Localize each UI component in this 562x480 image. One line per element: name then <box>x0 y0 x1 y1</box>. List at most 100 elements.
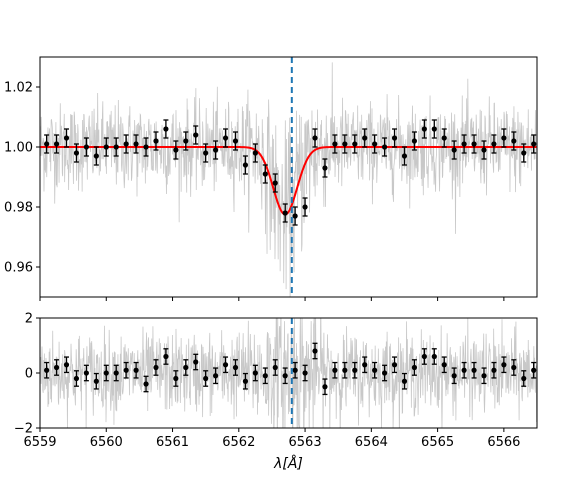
binned-marker <box>332 367 338 373</box>
data-point <box>103 364 109 382</box>
binned-marker <box>451 147 457 153</box>
data-point <box>322 158 328 178</box>
binned-marker <box>123 367 129 373</box>
binned-marker <box>252 150 258 156</box>
binned-marker <box>83 370 89 376</box>
binned-marker <box>193 132 199 138</box>
data-point <box>222 356 229 374</box>
data-point <box>73 143 80 163</box>
binned-marker <box>381 144 388 150</box>
data-point <box>451 140 457 160</box>
data-point <box>401 146 408 166</box>
binned-marker <box>441 135 447 141</box>
binned-marker <box>133 367 139 373</box>
binned-marker <box>113 370 119 376</box>
data-point <box>312 342 318 360</box>
binned-marker <box>163 353 169 360</box>
binned-marker <box>232 364 239 371</box>
data-point <box>481 367 487 385</box>
binned-marker <box>133 141 139 147</box>
data-point <box>332 134 338 154</box>
binned-marker <box>103 144 109 150</box>
binned-marker <box>73 375 80 382</box>
data-point <box>352 361 358 379</box>
data-point <box>73 370 80 387</box>
binned-marker <box>73 150 80 156</box>
data-point <box>431 348 437 365</box>
data-point <box>411 131 418 151</box>
data-point <box>193 125 199 145</box>
binned-marker <box>63 362 70 368</box>
binned-marker <box>461 141 467 147</box>
data-point <box>521 370 527 387</box>
data-point <box>362 356 368 374</box>
binned-marker <box>342 141 348 147</box>
binned-marker <box>312 135 318 141</box>
binned-marker <box>312 348 318 354</box>
noisy-spectrum-line <box>40 62 537 297</box>
data-point <box>471 361 477 379</box>
binned-marker <box>44 141 50 147</box>
binned-marker <box>372 141 378 147</box>
data-point <box>282 367 288 385</box>
binned-marker <box>431 353 437 360</box>
data-point <box>93 372 99 390</box>
binned-marker <box>391 135 398 141</box>
binned-marker <box>332 141 338 147</box>
data-point <box>63 128 70 148</box>
plot-area <box>40 318 537 428</box>
binned-marker <box>302 370 308 376</box>
binned-marker <box>203 150 209 156</box>
binned-marker <box>411 138 418 144</box>
data-point <box>173 140 179 160</box>
x-tick-label: 6560 <box>90 435 123 450</box>
binned-marker <box>143 381 149 387</box>
data-point <box>501 356 507 374</box>
data-point <box>461 361 467 379</box>
binned-marker <box>531 367 537 373</box>
data-point <box>133 134 139 154</box>
y-tick-label: 1.00 <box>4 141 33 156</box>
y-tick-label: 1.02 <box>4 81 33 96</box>
x-tick-label: 6564 <box>355 435 388 450</box>
bottom-panel: −2 0 2 6559 6560 6561 6562 6563 6564 6565 6566 λ[Å] <box>14 312 538 472</box>
data-point <box>163 119 169 139</box>
binned-marker <box>262 373 268 379</box>
binned-marker <box>441 362 447 368</box>
binned-marker <box>521 150 527 156</box>
data-point <box>262 164 268 184</box>
binned-marker <box>481 373 487 379</box>
binned-marker <box>213 373 219 379</box>
data-point <box>232 359 239 376</box>
binned-marker <box>421 126 427 132</box>
y-tick-label: 0.96 <box>4 261 33 276</box>
data-point <box>113 364 119 382</box>
data-point <box>272 173 278 193</box>
binned-marker <box>153 138 159 144</box>
data-point <box>232 131 239 151</box>
data-point <box>521 143 527 163</box>
data-point <box>252 143 258 163</box>
data-point <box>193 353 199 371</box>
binned-marker <box>173 147 179 153</box>
data-point <box>391 128 398 148</box>
binned-marker <box>292 213 298 219</box>
data-point <box>153 359 159 376</box>
binned-marker <box>511 138 517 144</box>
data-point <box>183 359 189 376</box>
data-point <box>411 359 418 376</box>
data-point <box>272 359 278 376</box>
binned-marker <box>44 367 50 373</box>
y-tick-label: 0.98 <box>4 201 33 216</box>
data-point <box>352 134 358 154</box>
binned-marker <box>342 367 348 373</box>
data-point <box>381 137 388 157</box>
data-point <box>391 356 398 374</box>
data-point <box>63 356 70 374</box>
binned-marker <box>113 144 119 150</box>
binned-marker <box>83 144 89 150</box>
data-point <box>203 370 209 387</box>
binned-marker <box>481 147 487 153</box>
binned-marker <box>322 165 328 171</box>
data-point <box>123 361 129 379</box>
